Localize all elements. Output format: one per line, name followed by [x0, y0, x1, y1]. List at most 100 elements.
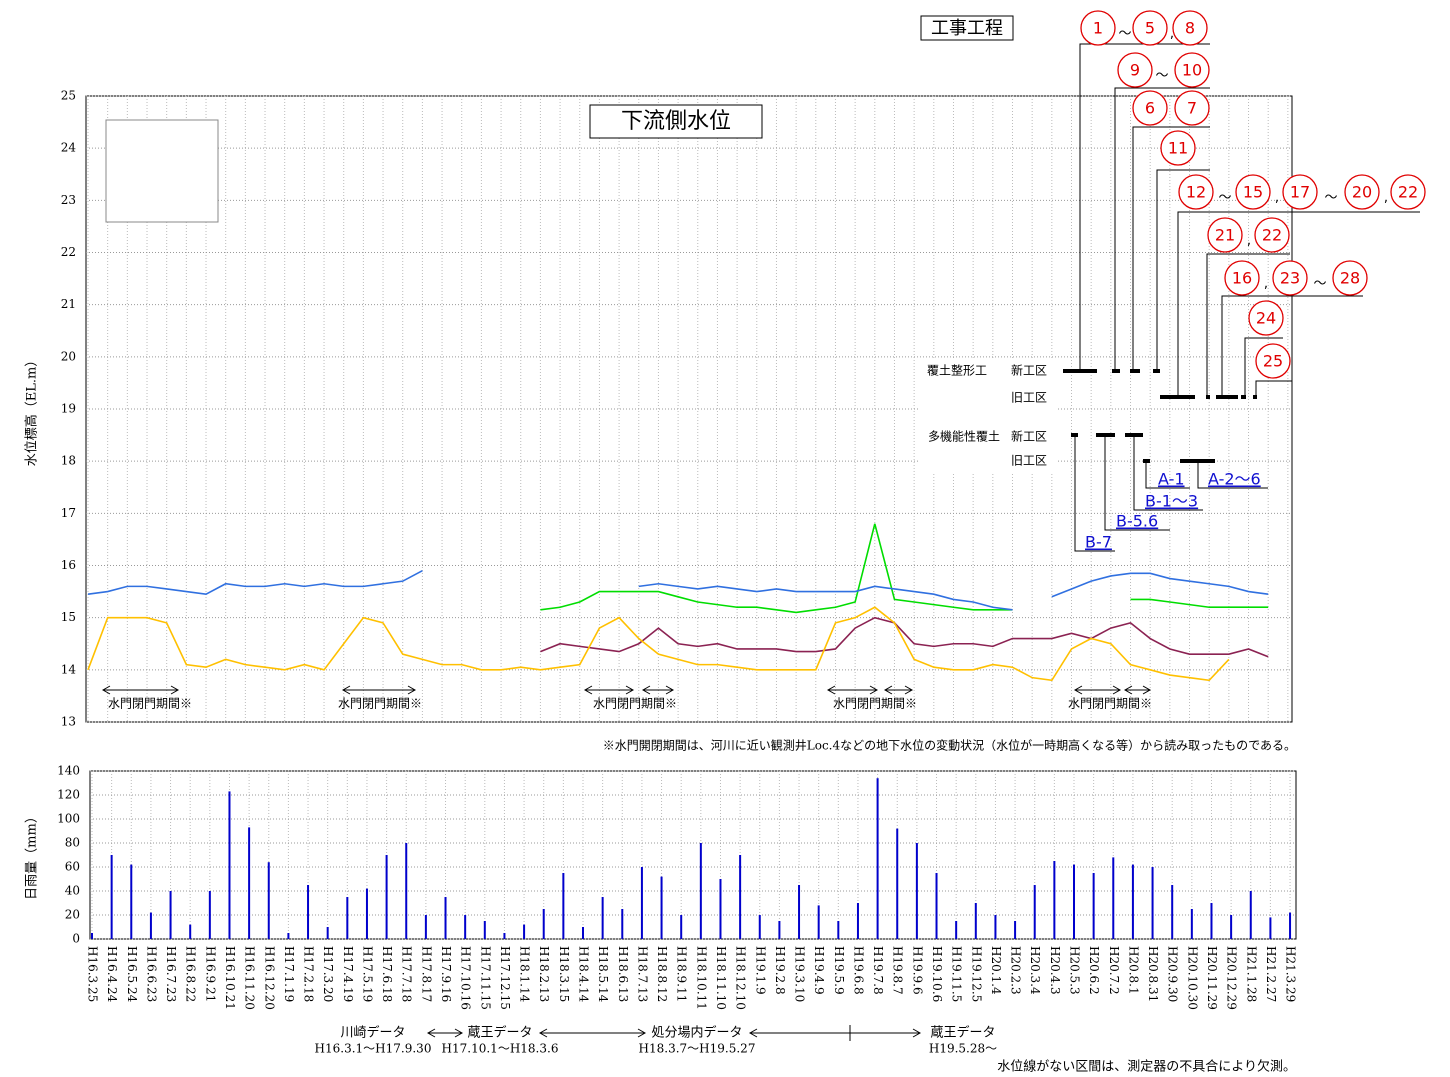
gate-label: 水門閉門期間※ — [1068, 697, 1152, 711]
leader-line — [1244, 337, 1283, 397]
source-arrow — [426, 1028, 464, 1038]
item-number: 16 — [1232, 269, 1252, 288]
bar — [621, 909, 624, 939]
bar — [660, 876, 663, 939]
number-circle — [1080, 10, 1116, 46]
bar — [994, 915, 997, 939]
x-tick-label: H18.6.13 — [616, 946, 630, 1002]
x-tick-label: H18.10.11 — [694, 946, 708, 1010]
bar — [267, 862, 270, 939]
leader-line — [1133, 435, 1203, 511]
bar — [248, 827, 251, 939]
leader-line — [1079, 43, 1210, 371]
x-tick-label: H16.12.20 — [262, 946, 276, 1010]
row-label: 新工区 — [1011, 363, 1047, 378]
series-line — [540, 523, 1269, 614]
leader-line — [1114, 87, 1210, 371]
number-circle — [1174, 90, 1210, 126]
number-circle — [1332, 260, 1368, 296]
x-tick-label: H21.3.29 — [1284, 946, 1298, 1002]
x-tick-label: H16.5.24 — [125, 946, 139, 1003]
bar — [974, 903, 977, 939]
number-circle — [1172, 10, 1208, 46]
x-tick-label: H20.4.3 — [1048, 946, 1062, 995]
x-tick-label: H20.9.30 — [1166, 946, 1180, 1002]
x-tick-label: H20.3.4 — [1028, 946, 1042, 995]
x-tick-label: H19.12.5 — [969, 946, 983, 1002]
bar — [189, 924, 192, 939]
x-tick-label: H18.11.10 — [714, 946, 728, 1010]
number-circle — [1272, 260, 1308, 296]
item-number: 10 — [1182, 61, 1202, 80]
x-tick-label: H17.11.15 — [478, 946, 492, 1010]
rain-frame — [89, 770, 1297, 940]
x-tick-label: H19.8.7 — [891, 946, 905, 995]
bar — [896, 828, 899, 939]
y-tick-label: 0 — [72, 932, 80, 946]
leader-line — [1156, 169, 1210, 371]
item-separator: ～ — [1118, 27, 1131, 42]
gate-arrow — [101, 685, 180, 695]
leader-line — [1206, 253, 1290, 397]
number-circle — [1132, 90, 1168, 126]
number-circle — [1344, 174, 1380, 210]
row-label: 新工区 — [1011, 429, 1047, 444]
x-tick-label: H20.12.29 — [1225, 946, 1239, 1010]
item-number: 22 — [1398, 183, 1418, 202]
bar — [405, 843, 408, 939]
legend-box — [105, 119, 219, 223]
y-tick-label: 80 — [65, 836, 80, 850]
item-number: 21 — [1215, 226, 1235, 245]
leader-line — [1255, 380, 1292, 397]
schedule-title: 工事工程 — [931, 18, 1003, 39]
gate-label: 水門閉門期間※ — [833, 697, 917, 711]
number-circle — [1235, 174, 1271, 210]
gate-arrow — [826, 685, 879, 695]
number-circle — [1117, 52, 1153, 88]
item-number: 5 — [1145, 19, 1155, 38]
number-circle — [1390, 174, 1426, 210]
x-tick-label: H20.8.1 — [1126, 946, 1140, 995]
source-period: H16.3.1～H17.9.30 — [315, 1042, 432, 1056]
source-period: H19.5.28～ — [929, 1042, 997, 1056]
work-label: B-7 — [1085, 533, 1112, 552]
bar — [346, 897, 349, 939]
row-label: 旧工区 — [1011, 454, 1047, 468]
x-tick-label: H17.3.20 — [321, 946, 335, 1002]
bar — [699, 843, 702, 939]
item-separator: , — [1264, 277, 1268, 292]
bar — [326, 927, 329, 939]
x-tick-label: H17.7.18 — [400, 946, 414, 1002]
footnote: ※水門開閉期間は、河川に近い観測井Loc.4などの地下水位の変動状況（水位が一時… — [603, 738, 1296, 753]
y-axis-label: 日雨量（mm） — [25, 810, 40, 900]
y-tick-label: 120 — [57, 788, 80, 802]
bar — [385, 855, 388, 939]
gate-label: 水門閉門期間※ — [108, 697, 192, 711]
x-tick-label: H16.4.24 — [105, 946, 119, 1003]
source-arrow — [538, 1028, 647, 1038]
source-name: 処分場内データ — [651, 1025, 742, 1041]
item-number: 8 — [1185, 19, 1195, 38]
schedule-title-box — [920, 15, 1014, 41]
y-tick-label: 21 — [61, 297, 76, 311]
gate-arrow — [1073, 685, 1122, 695]
bar — [208, 891, 211, 939]
item-number: 20 — [1352, 183, 1372, 202]
bar — [719, 879, 722, 939]
gate-label: 水門閉門期間※ — [593, 697, 677, 711]
bar — [1112, 857, 1115, 939]
x-tick-label: H20.7.2 — [1107, 946, 1121, 995]
item-number: 1 — [1093, 19, 1103, 38]
x-tick-label: H18.9.11 — [675, 946, 689, 1002]
x-tick-label: H18.12.10 — [734, 946, 748, 1010]
x-tick-label: H17.4.19 — [341, 946, 355, 1002]
x-tick-label: H20.6.2 — [1087, 946, 1101, 995]
bar — [876, 778, 879, 939]
bar — [464, 915, 467, 939]
bar — [758, 915, 761, 939]
number-circle — [1255, 343, 1291, 379]
x-tick-label: H17.9.16 — [439, 946, 453, 1002]
row-label: 旧工区 — [1011, 391, 1047, 405]
item-separator: , — [1247, 234, 1251, 249]
